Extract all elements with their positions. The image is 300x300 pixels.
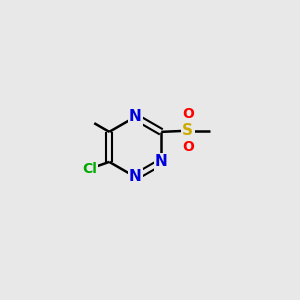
Text: Cl: Cl [82,162,97,176]
Text: N: N [155,154,168,169]
Text: O: O [182,140,194,154]
Text: S: S [182,123,193,138]
Text: O: O [182,107,194,121]
Text: N: N [129,169,142,184]
Text: N: N [129,109,142,124]
